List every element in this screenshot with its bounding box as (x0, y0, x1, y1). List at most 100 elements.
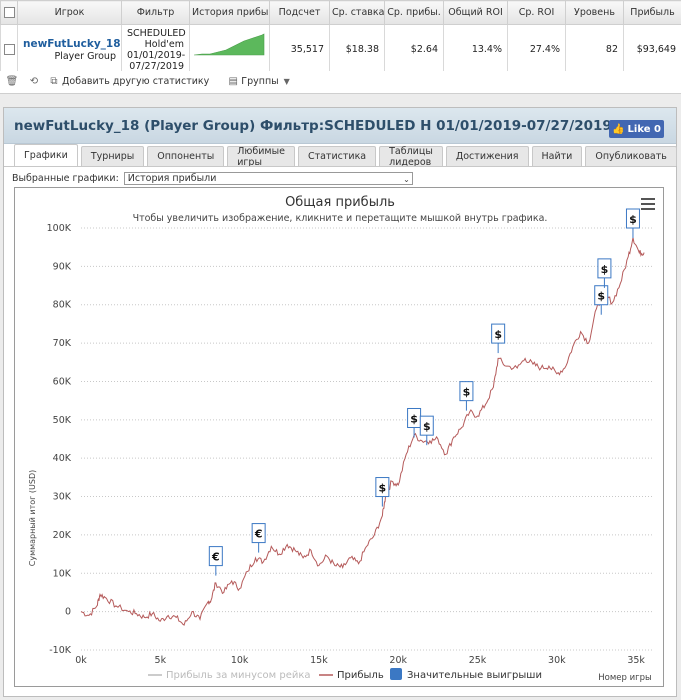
select-all-checkbox[interactable] (3, 7, 15, 18)
y-tick-label: 10K (53, 568, 72, 579)
column-header[interactable]: История прибы (189, 0, 270, 25)
sparkline-area (193, 33, 265, 56)
x-tick-labels: 0k 5k 10k 15k 20k 25k 30k 35k (75, 655, 645, 666)
tab-publish[interactable]: Опубликовать (585, 146, 677, 166)
big-win-marker[interactable]: $ (625, 208, 640, 238)
chart-title: Общая прибыль (285, 195, 395, 210)
y-tick-label: 20K (53, 530, 72, 541)
big-win-marker[interactable]: $ (597, 258, 612, 288)
y-axis-label: Суммарный итог (USD) (28, 470, 37, 567)
tab-statistics[interactable]: Статистика (297, 146, 377, 166)
big-win-marker[interactable]: $ (459, 381, 474, 411)
big-win-marker[interactable]: $ (419, 415, 434, 446)
chevron-down-icon: ⌄ (403, 175, 410, 184)
table-header-row: Игрок Фильтр История прибы Подсчет Ср. с… (0, 0, 681, 25)
big-win-marker[interactable]: € (251, 523, 266, 553)
panel-header: newFutLucky_18 (Player Group) Фильтр:SCH… (4, 108, 676, 144)
big-wins-markers: € € $ $ $ $ $ $ $ $ (208, 208, 640, 576)
x-tick-label: 5k (155, 655, 167, 666)
trash-icon[interactable]: 🗑 (5, 76, 19, 87)
y-tick-label: 100K (47, 223, 72, 234)
player-name-link[interactable]: newFutLucky_18 (23, 37, 121, 50)
filter-line: Hold'em (144, 38, 184, 50)
player-type: Player Group (54, 50, 116, 62)
y-tick-label: 80K (53, 300, 72, 311)
tab-search[interactable]: Найти (531, 146, 583, 166)
profit-cell: $93,649 (623, 24, 681, 75)
player-cell[interactable]: newFutLucky_18 Player Group (17, 24, 122, 75)
column-header[interactable]: Уровень (565, 0, 624, 25)
tab-bar: Графики Турниры Оппоненты Любимые игры С… (14, 144, 677, 168)
tab-tournaments[interactable]: Турниры (80, 146, 145, 166)
avg-roi-cell: 27.4% (507, 24, 566, 75)
facebook-like-button[interactable]: 👍 Like 0 (609, 120, 664, 138)
add-stat-button[interactable]: ⧉ Добавить другую статистику (46, 76, 209, 87)
row-checkbox[interactable] (3, 44, 15, 55)
tab-charts[interactable]: Графики (14, 144, 78, 166)
y-tick-label: 0 (65, 607, 71, 618)
column-header[interactable]: Подсчет (269, 0, 330, 25)
svg-text:$: $ (597, 290, 605, 303)
big-win-marker[interactable]: $ (407, 407, 422, 438)
x-tick-label: 15k (310, 655, 328, 666)
count-cell: 35,517 (269, 24, 330, 75)
groups-dropdown[interactable]: ▤ Группы ▼ (225, 76, 290, 87)
big-win-marker[interactable]: € (208, 546, 223, 576)
profit-sparkline (193, 33, 265, 56)
tab-favorite-games[interactable]: Любимые игры (227, 146, 295, 168)
avg-profit-cell: $2.64 (384, 24, 444, 75)
copy-icon: ⧉ (50, 76, 58, 87)
grid-lines (81, 227, 652, 651)
svg-text:€: € (211, 551, 220, 564)
y-tick-label: 60K (53, 376, 72, 387)
column-header[interactable]: Игрок (17, 0, 122, 25)
filter-cell: SCHEDULED Hold'em 01/01/2019- 07/27/2019 (121, 24, 190, 75)
stats-panel: Игрок Фильтр История прибы Подсчет Ср. с… (0, 0, 681, 94)
x-tick-label: 25k (469, 655, 487, 666)
add-stat-label: Добавить другую статистику (62, 76, 210, 87)
y-tick-label: 50K (53, 415, 72, 426)
select-all-header[interactable] (0, 0, 18, 25)
column-header[interactable]: Ср. ROI (507, 0, 566, 25)
groups-label: Группы (241, 76, 279, 87)
legend-swatch-big-wins (390, 668, 402, 680)
svg-text:$: $ (423, 420, 431, 433)
tab-leaderboards[interactable]: Таблицы лидеров (379, 146, 443, 168)
big-win-marker[interactable]: $ (375, 477, 390, 507)
x-tick-label: 0k (75, 655, 87, 666)
refresh-icon[interactable]: ⟲ (29, 76, 39, 87)
column-header[interactable]: Прибыль (623, 0, 681, 25)
x-tick-label: 10k (231, 655, 249, 666)
legend-item-net-rake[interactable]: Прибыль за минусом рейка (166, 670, 311, 681)
legend-item-big-wins[interactable]: Значительные выигрыши (407, 670, 542, 681)
column-header[interactable]: Ср. ставка (329, 0, 385, 25)
y-tick-label: -10K (49, 645, 72, 656)
chart-container[interactable]: Общая прибыль Чтобы увеличить изображени… (14, 187, 664, 687)
total-roi-cell: 13.4% (443, 24, 508, 75)
hamburger-menu-icon[interactable] (641, 198, 655, 210)
column-header[interactable]: Фильтр (121, 0, 190, 25)
panel-title: newFutLucky_18 (Player Group) Фильтр:SCH… (14, 118, 612, 134)
profit-sparkline-cell[interactable] (189, 24, 270, 75)
column-header[interactable]: Ср. прибы. (384, 0, 444, 25)
profit-series-line (80, 237, 645, 626)
player-details-panel: newFutLucky_18 (Player Group) Фильтр:SCH… (3, 107, 677, 697)
filter-line: 01/01/2019- (127, 49, 186, 61)
row-select-cell[interactable] (0, 24, 18, 75)
profit-chart[interactable]: Общая прибыль Чтобы увеличить изображени… (15, 188, 665, 688)
filter-line: 07/27/2019 (129, 60, 184, 72)
legend-item-profit[interactable]: Прибыль (337, 670, 384, 681)
big-win-marker[interactable]: $ (594, 285, 609, 315)
y-tick-labels: -10K 0 10K 20K 30K 40K 50K 60K 70K 80K 90K 100K (47, 223, 72, 656)
stats-table: Игрок Фильтр История прибы Подсчет Ср. с… (0, 0, 681, 75)
column-header[interactable]: Общий ROI (443, 0, 508, 25)
table-row[interactable]: newFutLucky_18 Player Group SCHEDULED Ho… (0, 24, 681, 75)
big-win-marker[interactable]: $ (491, 323, 506, 354)
filter-line: SCHEDULED (127, 27, 186, 39)
tab-opponents[interactable]: Оппоненты (147, 146, 225, 166)
chart-selector-label: Выбранные графики: (12, 173, 119, 184)
svg-text:$: $ (629, 213, 637, 226)
chart-select[interactable]: История прибыли ⌄ (123, 172, 413, 185)
tab-achievements[interactable]: Достижения (445, 146, 529, 166)
svg-text:$: $ (494, 328, 502, 341)
